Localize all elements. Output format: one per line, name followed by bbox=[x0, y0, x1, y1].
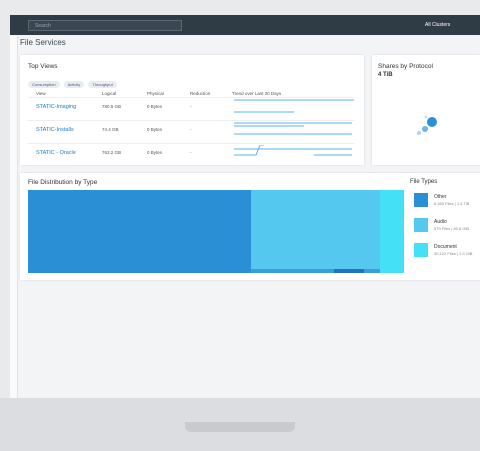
view-link[interactable]: STATIC-Imaging bbox=[36, 104, 77, 110]
cell: 74.4 GB bbox=[102, 127, 119, 132]
legend-swatch bbox=[414, 193, 428, 207]
bubble-chart bbox=[417, 115, 437, 135]
treemap bbox=[28, 190, 404, 273]
bubble bbox=[424, 115, 428, 119]
top-views-card: Top Views Consumption Activity Throughput … bbox=[20, 55, 364, 165]
view-link[interactable]: STATIC - Oracle bbox=[36, 150, 76, 156]
bubble bbox=[417, 131, 421, 135]
search-box[interactable]: Search bbox=[28, 20, 182, 31]
bubble bbox=[427, 117, 437, 127]
row-divider bbox=[28, 97, 354, 98]
legend-swatch bbox=[414, 218, 428, 232]
sparkline bbox=[234, 145, 352, 156]
sparkline bbox=[234, 99, 354, 127]
treemap-small bbox=[334, 269, 364, 273]
legend-detail: 30,122 Files | 1.9 GiB bbox=[434, 251, 473, 256]
sparkline-path bbox=[234, 145, 352, 156]
legend-detail: 570 Files | 80.8 GiB bbox=[434, 226, 470, 231]
cell: - bbox=[190, 150, 192, 155]
column-header: Trend over Last 30 Days bbox=[232, 91, 282, 96]
cell: 0 Bytes bbox=[147, 150, 163, 155]
tab[interactable]: Throughput bbox=[88, 81, 117, 88]
tab[interactable]: Activity bbox=[63, 81, 85, 88]
column-header: View bbox=[36, 91, 46, 96]
column-header: Physical bbox=[147, 91, 164, 96]
shares-card: Shares by Protocol 4 TiB bbox=[372, 55, 480, 165]
sparkline-path bbox=[234, 99, 354, 127]
sparkline bbox=[234, 122, 352, 150]
file-distribution-card: File Distribution by Type File Types Oth… bbox=[20, 173, 480, 280]
laptop-notch bbox=[185, 422, 295, 432]
view-link[interactable]: STATIC-Installs bbox=[36, 127, 74, 133]
bubble bbox=[422, 126, 428, 132]
cluster-selector[interactable]: All Clusters bbox=[425, 22, 451, 28]
card-title: File Distribution by Type bbox=[28, 179, 98, 186]
card-title: Top Views bbox=[28, 63, 58, 70]
treemap-audio bbox=[251, 190, 380, 273]
column-header: Logical bbox=[102, 91, 117, 96]
cell: 0 Bytes bbox=[147, 127, 163, 132]
tab[interactable]: Consumption bbox=[28, 81, 60, 88]
treemap-small bbox=[251, 269, 380, 273]
legend-name: Document bbox=[434, 244, 457, 250]
treemap-document bbox=[380, 190, 404, 273]
legend-name: Audio bbox=[434, 219, 447, 225]
legend-detail: 6,450 Files | 1.4 TiB bbox=[434, 201, 470, 206]
legend-name: Other bbox=[434, 194, 447, 200]
treemap-other bbox=[28, 190, 251, 273]
cell: - bbox=[190, 104, 192, 109]
cell: 780.5 GB bbox=[102, 104, 122, 109]
total: 4 TiB bbox=[378, 72, 393, 78]
legend-title: File Types bbox=[410, 179, 438, 185]
column-header: Reduction bbox=[190, 91, 211, 96]
cell: - bbox=[190, 127, 192, 132]
card-title: Shares by Protocol bbox=[378, 63, 433, 70]
sidebar bbox=[10, 35, 18, 398]
tab-bar: Consumption Activity Throughput bbox=[28, 73, 121, 91]
legend-swatch bbox=[414, 243, 428, 257]
row-divider bbox=[28, 120, 354, 121]
cell: 763.2 GB bbox=[102, 150, 122, 155]
page-title[interactable]: File Services bbox=[20, 38, 66, 47]
row-divider bbox=[28, 143, 354, 144]
cell: 0 Bytes bbox=[147, 104, 163, 109]
sparkline-path bbox=[234, 122, 352, 150]
